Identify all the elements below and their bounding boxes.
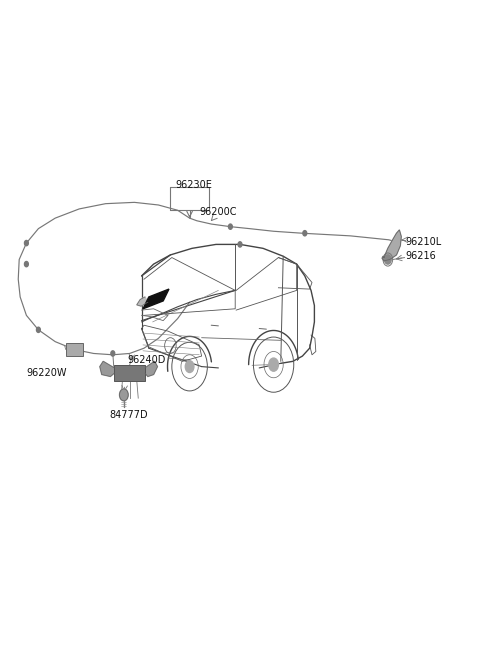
Polygon shape	[137, 297, 148, 306]
Circle shape	[238, 242, 242, 247]
Text: 96230E: 96230E	[175, 180, 212, 191]
Text: 84777D: 84777D	[109, 410, 148, 420]
Circle shape	[24, 240, 28, 246]
Text: 96210L: 96210L	[406, 237, 442, 247]
Circle shape	[111, 351, 115, 356]
Text: 96200C: 96200C	[199, 206, 237, 217]
Polygon shape	[145, 361, 157, 376]
Polygon shape	[100, 361, 114, 376]
FancyBboxPatch shape	[66, 343, 83, 356]
Text: 96240D: 96240D	[127, 355, 166, 365]
Polygon shape	[143, 289, 169, 309]
Circle shape	[185, 361, 194, 373]
FancyBboxPatch shape	[114, 365, 145, 381]
Polygon shape	[382, 230, 401, 261]
Text: 96216: 96216	[406, 251, 436, 261]
Circle shape	[24, 261, 28, 267]
Text: 96220W: 96220W	[26, 368, 67, 378]
Circle shape	[36, 327, 40, 332]
Circle shape	[72, 346, 76, 351]
Circle shape	[384, 255, 391, 264]
Circle shape	[303, 231, 307, 236]
Circle shape	[120, 389, 128, 401]
Circle shape	[269, 358, 278, 371]
Circle shape	[228, 224, 232, 229]
